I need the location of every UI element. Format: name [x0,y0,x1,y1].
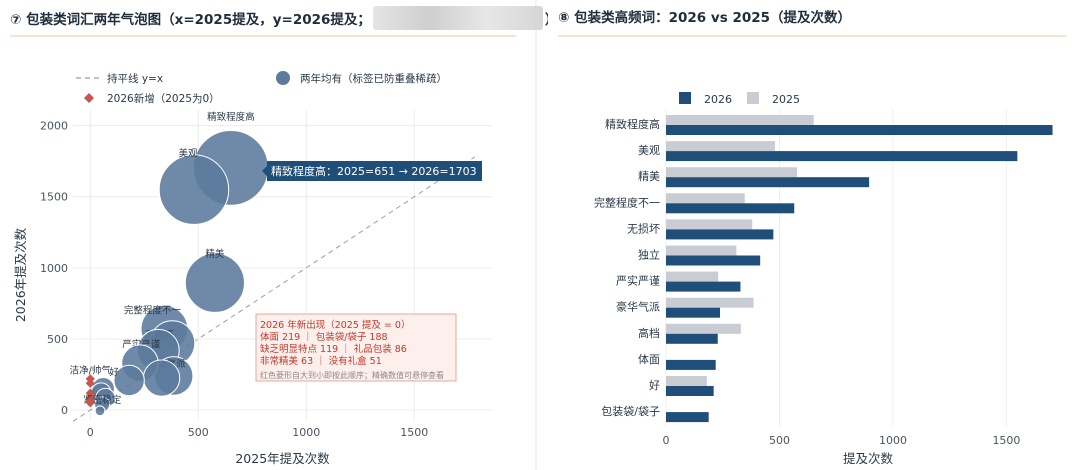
legend-bubble-swatch [276,71,290,85]
callout-pointer [262,165,268,177]
bar-2026 [666,203,795,214]
legend-2025-label: 2025 [772,93,800,106]
bar-2026 [666,412,709,423]
bubble-point [184,252,245,313]
bubble-point [94,405,106,417]
x-tick-label: 1000 [879,434,907,447]
bar-2026 [666,177,870,188]
category-label: 美观 [638,144,660,157]
bar-2025 [666,271,719,282]
x-axis-label: 2025年提及次数 [235,451,330,466]
y-tick-label: 500 [47,333,68,346]
bar-chart-panel: ⑧ 包装类高频词：2026 vs 2025（提及次数） 0 500 1000 1500… [548,0,1080,470]
y-tick-label: 2000 [40,120,68,133]
bar-2026 [666,359,716,370]
bar-chart: 0 500 1000 1500 提及次数 精致程度高美观精美完整程度不一无损坏独立严实严谨… [594,92,1053,466]
bar-2025 [666,297,754,308]
bar-2026 [666,125,1053,135]
category-label: 好 [649,378,660,392]
callout-text: 精致程度高：2025=651 → 2026=1703 [271,164,477,178]
bar-2025 [666,245,737,256]
legend-2026-swatch [679,92,691,104]
y-tick-label: 0 [61,404,68,417]
bubble-label: 洁净/帅气 [70,365,112,377]
legend-bubble-label: 两年均有（标签已防重叠稀疏） [300,72,447,85]
y-tick-label: 1000 [40,262,68,275]
new-2026-diamond [85,388,95,398]
bar-2025 [666,219,753,230]
category-label: 豪华气派 [616,300,660,314]
bubble-label: 完整程度不一 [124,305,182,317]
category-label: 完整程度不一 [594,195,660,209]
category-label: 无损坏 [627,221,660,235]
bar-2026 [666,281,741,292]
bar-2026 [666,307,721,318]
legend-2026-label: 2026 [704,93,732,106]
bar-2025 [666,323,741,334]
category-label: 高档 [638,326,660,340]
bar-2026 [666,151,1018,162]
x-tick-label: 1500 [400,426,428,439]
bubble-label: 好 [109,366,119,378]
legend-parity-label: 持平线 y=x [107,72,163,85]
bubble-label: 精美 [205,248,225,260]
x-tick-label: 1000 [292,426,320,439]
category-label: 精致程度高 [605,117,660,131]
bar-2025 [666,167,797,178]
legend-diamond-swatch [84,93,94,103]
x-tick-label: 1500 [992,434,1020,447]
note-line: 体面 219 ｜ 包装袋/袋子 188 [260,331,388,343]
bubble-label: 美观 [178,148,198,160]
category-label: 精美 [638,170,660,183]
note-line: 非常精美 63 ｜ 没有礼盒 51 [260,355,382,367]
bubble-chart-panel: ⑦ 包装类词汇两年气泡图（x=2025提及，y=2026提及；） 0500100… [0,0,558,470]
note-title: 2026 年新出现（2025 提及 = 0） [260,319,410,331]
bar-2026 [666,333,718,344]
category-label: 严实严谨 [616,274,660,288]
bar-chart-title-rule [558,35,1066,37]
bar-2026 [666,386,714,396]
bubble-label: 精致程度高 [207,111,255,123]
bar-2025 [666,376,707,386]
redacted-region [372,6,543,30]
legend-diamond-label: 2026新增（2025为0） [107,92,220,105]
x-tick-label: 0 [663,434,670,447]
x-tick-label: 500 [188,426,209,439]
callout-box [267,161,482,181]
parity-line [72,156,475,422]
bar-2026 [666,229,774,240]
new-words-note-box [255,313,457,382]
bubble-chart-title-rule [10,35,516,37]
bar-chart-title: ⑧ 包装类高频词：2026 vs 2025（提及次数） [558,10,852,26]
bubble-chart-title-prefix: ⑦ 包装类词汇两年气泡图（x=2025提及，y=2026提及； [10,12,371,28]
panel-divider [535,0,537,470]
category-label: 体面 [638,352,660,366]
legend-2025-swatch [747,92,759,104]
note-footer: 红色菱形自大到小即按此顺序；精确数值可悬停查看 [260,370,444,380]
bar-2025 [666,193,745,204]
bubble-chart: 0 500 1000 1500 2000 0 500 1000 1500 2025年提及次数 202… [13,71,492,466]
x-tick-label: 500 [769,434,790,447]
bubble-point [113,364,145,397]
bubble-point [158,154,230,225]
category-label: 包装袋/袋子 [601,404,660,418]
bar-2025 [666,141,775,152]
bubble-point [142,359,181,397]
x-axis-label: 提及次数 [843,451,894,466]
x-tick-label: 0 [87,426,94,439]
note-line: 缺乏明显特点 119 ｜ 礼品包装 86 [260,343,407,355]
y-axis-label: 2026年提及次数 [13,227,28,322]
category-label: 独立 [638,248,660,262]
y-tick-label: 1500 [40,191,68,204]
new-2026-diamond [85,398,95,408]
new-2026-diamond [85,378,95,388]
bar-2026 [666,255,761,266]
bar-2025 [666,115,814,125]
